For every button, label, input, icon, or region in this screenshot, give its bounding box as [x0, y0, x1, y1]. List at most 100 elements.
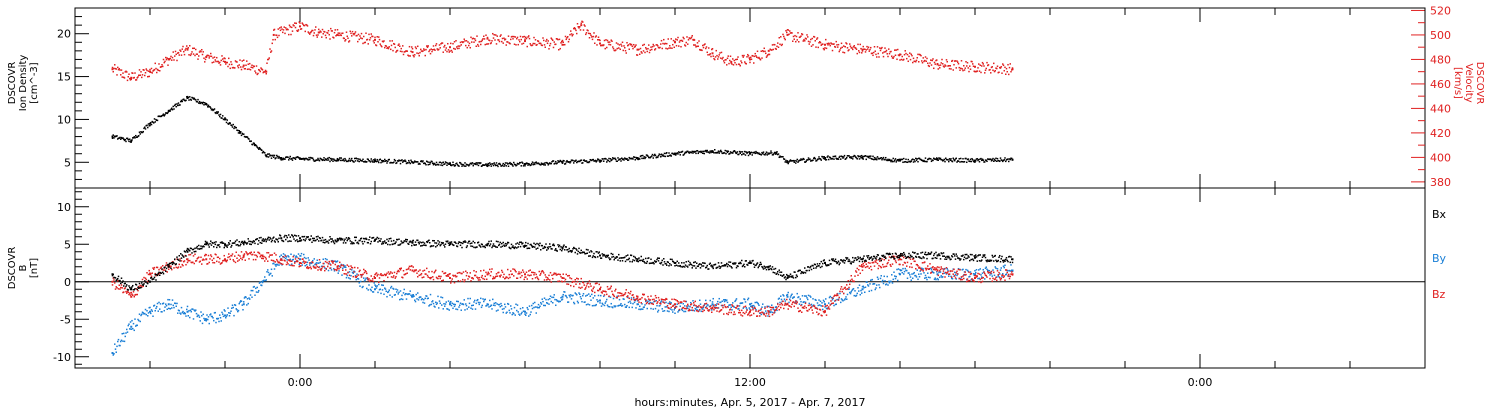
velocity-sample-dot: [379, 39, 381, 41]
velocity-sample-dot: [769, 54, 771, 56]
velocity-sample-dot: [733, 64, 735, 66]
by-sample-dot: [160, 303, 162, 305]
by-sample-dot: [453, 303, 455, 305]
bz-sample-dot: [386, 274, 388, 276]
by-sample-dot: [222, 313, 224, 315]
by-sample-dot: [970, 271, 972, 273]
by-sample-dot: [188, 310, 190, 312]
bz-sample-dot: [163, 269, 165, 271]
bz-sample-dot: [114, 282, 116, 284]
velocity-sample-dot: [739, 64, 741, 66]
bz-sample-dot: [944, 276, 946, 278]
density-sample-dot: [349, 158, 351, 160]
by-sample-dot: [555, 305, 557, 307]
by-sample-dot: [810, 296, 812, 298]
bz-sample-dot: [286, 264, 288, 266]
bz-sample-dot: [673, 305, 675, 307]
velocity-sample-dot: [219, 62, 221, 64]
bz-sample-dot: [964, 274, 966, 276]
bz-sample-dot: [884, 266, 886, 268]
velocity-sample-dot: [399, 45, 401, 47]
bz-sample-dot: [412, 270, 414, 272]
by-sample-dot: [536, 312, 538, 314]
density-sample-dot: [953, 158, 955, 160]
bz-sample-dot: [402, 277, 404, 279]
velocity-sample-dot: [477, 44, 479, 46]
bz-sample-dot: [901, 259, 903, 261]
velocity-sample-dot: [977, 67, 979, 69]
density-sample-dot: [218, 114, 220, 116]
velocity-sample-dot: [872, 52, 874, 54]
velocity-sample-dot: [624, 47, 626, 49]
density-sample-dot: [373, 159, 375, 161]
velocity-sample-dot: [755, 55, 757, 57]
bz-sample-dot: [257, 256, 259, 258]
bz-sample-dot: [804, 305, 806, 307]
velocity-sample-dot: [158, 63, 160, 65]
bz-sample-dot: [954, 275, 956, 277]
density-sample-dot: [465, 165, 467, 167]
bz-sample-dot: [543, 272, 545, 274]
by-sample-dot: [124, 341, 126, 343]
bz-sample-dot: [508, 278, 510, 280]
by-sample-dot: [496, 310, 498, 312]
velocity-sample-dot: [471, 41, 473, 43]
bz-sample-dot: [344, 273, 346, 275]
by-sample-dot: [443, 308, 445, 310]
by-sample-dot: [435, 302, 437, 304]
density-sample-dot: [258, 148, 260, 150]
velocity-sample-dot: [165, 57, 167, 59]
velocity-sample-dot: [611, 40, 613, 42]
bz-sample-dot: [544, 279, 546, 281]
velocity-sample-dot: [538, 41, 540, 43]
density-sample-dot: [852, 158, 854, 160]
by-sample-dot: [383, 294, 385, 296]
bz-sample-dot: [1008, 274, 1010, 276]
density-sample-dot: [774, 152, 776, 154]
velocity-sample-dot: [774, 44, 776, 46]
by-sample-dot: [338, 272, 340, 274]
velocity-sample-dot: [166, 59, 168, 61]
velocity-sample-dot: [622, 42, 624, 44]
by-sample-dot: [423, 299, 425, 301]
density-sample-dot: [495, 165, 497, 167]
bz-sample-dot: [686, 305, 688, 307]
by-sample-dot: [478, 302, 480, 304]
by-sample-dot: [468, 306, 470, 308]
velocity-sample-dot: [939, 67, 941, 69]
density-sample-dot: [620, 160, 622, 162]
bz-sample-dot: [922, 262, 924, 264]
by-sample-dot: [331, 269, 333, 271]
velocity-sample-dot: [229, 64, 231, 66]
density-sample-dot: [203, 104, 205, 106]
velocity-sample-dot: [833, 43, 835, 45]
velocity-sample-dot: [427, 47, 429, 49]
bz-sample-dot: [360, 274, 362, 276]
density-sample-dot: [182, 101, 184, 103]
density-sample-dot: [490, 164, 492, 166]
bz-sample-dot: [615, 289, 617, 291]
by-sample-dot: [914, 272, 916, 274]
by-sample-dot: [438, 307, 440, 309]
velocity-sample-dot: [959, 69, 961, 71]
density-sample-dot: [488, 163, 490, 165]
by-sample-dot: [761, 306, 763, 308]
by-point: [130, 326, 132, 328]
bz-sample-dot: [560, 276, 562, 278]
by-sample-dot: [471, 305, 473, 307]
by-sample-dot: [420, 296, 422, 298]
velocity-sample-dot: [448, 49, 450, 51]
bz-sample-dot: [315, 267, 317, 269]
bz-sample-dot: [244, 253, 246, 255]
bz-sample-dot: [627, 295, 629, 297]
density-sample-dot: [823, 158, 825, 160]
velocity-sample-dot: [637, 54, 639, 56]
bz-sample-dot: [879, 260, 881, 262]
density-sample-dot: [562, 162, 564, 164]
velocity-sample-dot: [356, 35, 358, 37]
velocity-sample-dot: [731, 63, 733, 65]
velocity-sample-dot: [932, 60, 934, 62]
velocity-sample-dot: [877, 46, 879, 48]
velocity-sample-dot: [925, 56, 927, 58]
bz-sample-dot: [464, 281, 466, 283]
